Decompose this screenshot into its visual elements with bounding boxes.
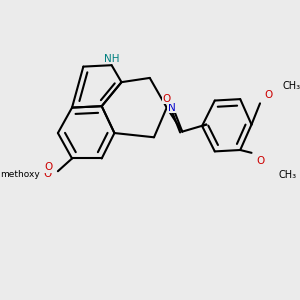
Text: CH₃: CH₃ (278, 170, 296, 180)
Text: O: O (163, 94, 171, 103)
Text: O: O (44, 162, 52, 172)
Text: O: O (256, 156, 264, 166)
Text: NH: NH (104, 54, 119, 64)
Text: methoxy: methoxy (0, 170, 40, 179)
Text: O: O (264, 90, 273, 100)
Text: N: N (168, 103, 176, 112)
Text: CH₃: CH₃ (283, 81, 300, 92)
Text: O: O (43, 169, 52, 179)
